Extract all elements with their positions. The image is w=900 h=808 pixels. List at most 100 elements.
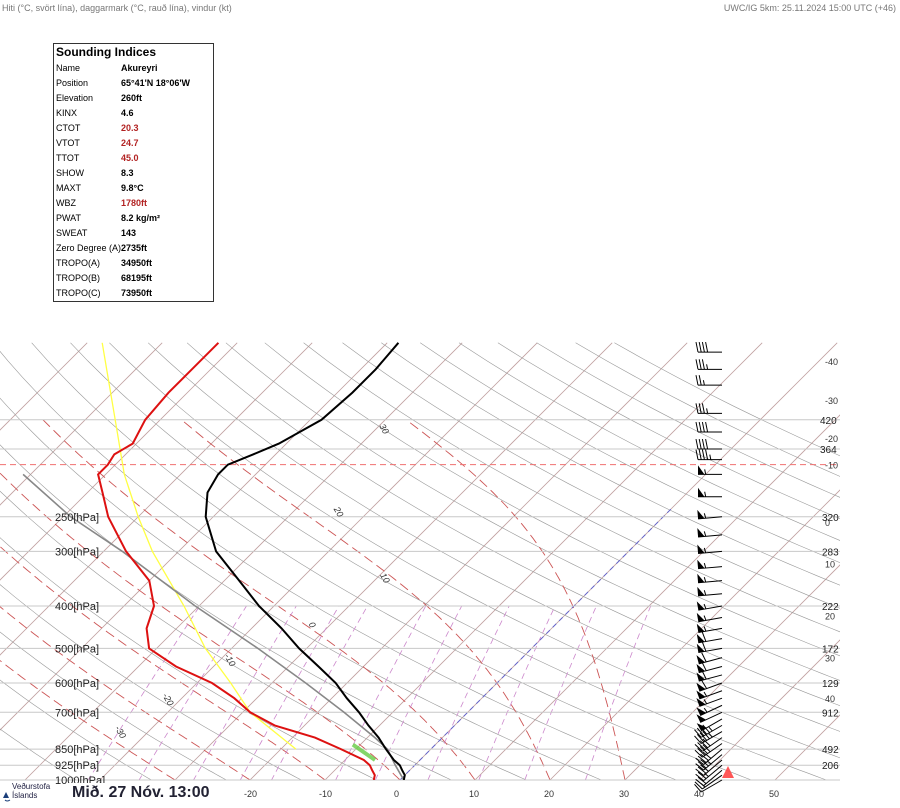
- indices-row: TROPO(C) 73950ft: [56, 286, 190, 301]
- wind-barb: [694, 779, 723, 793]
- indices-value: 24.7: [121, 138, 139, 148]
- logo-line-1: Veðurstofa: [12, 782, 51, 791]
- wind-barb-flag: [695, 768, 704, 776]
- adiabat-label: 30: [377, 422, 391, 436]
- isotherm-line: [249, 342, 688, 780]
- wind-barb: [695, 403, 722, 414]
- wind-barb-half-flag: [706, 408, 709, 414]
- dry-adiabat: [536, 342, 840, 498]
- wind-barb-flag: [698, 375, 702, 386]
- isotherm-line: [99, 342, 538, 780]
- wind-barb: [697, 559, 723, 570]
- isotherm-line: [0, 342, 238, 581]
- wind-barb-flag: [702, 751, 712, 759]
- moist-adiabat: [42, 419, 476, 780]
- indices-key: KINX: [56, 108, 78, 118]
- height-label: 206: [822, 761, 839, 772]
- isotherm-line: [624, 564, 840, 780]
- isotherm-label: 30: [619, 789, 629, 799]
- wind-barb-pennant: [696, 714, 707, 723]
- dry-adiabat: [303, 342, 840, 633]
- indices-value: 4.6: [121, 108, 134, 118]
- wind-barb-shaft: [702, 774, 723, 790]
- indices-key: TROPO(C): [56, 288, 101, 298]
- indices-key: TTOT: [56, 153, 80, 163]
- dry-adiabat: [575, 342, 840, 477]
- wind-barb-flag: [700, 759, 709, 767]
- wind-barb: [694, 730, 723, 745]
- wind-barb: [696, 612, 723, 623]
- wind-barb-flag: [695, 757, 704, 765]
- indices-title: Sounding Indices: [56, 45, 157, 59]
- wind-barb-pennant: [696, 655, 705, 664]
- freezing-isotherm: [399, 508, 672, 780]
- wind-barb-flag: [697, 747, 706, 756]
- wind-barb: [695, 449, 722, 461]
- wind-barb: [695, 341, 722, 353]
- wind-barb: [696, 601, 723, 611]
- surface-wind-marker: [722, 766, 734, 778]
- wind-barb-flag: [705, 449, 709, 460]
- dry-adiabat: [225, 342, 840, 681]
- pressure-label: 600[hPa]: [55, 678, 99, 690]
- height-label: 420: [820, 416, 837, 427]
- wind-barb-shaft: [703, 748, 723, 765]
- wind-barb-pennant: [697, 559, 705, 569]
- indices-row: WBZ 1780ft: [56, 196, 190, 211]
- wind-barb: [694, 743, 723, 758]
- wind-barb-flag: [699, 740, 708, 749]
- moist-adiabat: [0, 606, 251, 780]
- wind-barb: [695, 754, 723, 771]
- temperature-line: [204, 342, 406, 780]
- indices-value: 8.3: [121, 168, 134, 178]
- wind-barb-flag: [696, 734, 705, 743]
- isotherm-label: 10: [825, 560, 835, 570]
- indices-value: Akureyri: [121, 63, 158, 73]
- mixing-ratio-line: [138, 605, 247, 780]
- pressure-label: 500[hPa]: [55, 643, 99, 655]
- wind-barb-flag: [694, 749, 703, 758]
- wind-barb-pennant: [696, 723, 707, 731]
- wind-barb-half-flag: [704, 469, 707, 475]
- indices-row: Zero Degree (A) 2735ft: [56, 241, 190, 256]
- isotherm-label: 40: [825, 694, 835, 704]
- mixing-ratio-line: [584, 605, 652, 780]
- isotherm-label: 40: [694, 789, 704, 799]
- wind-barb: [697, 544, 723, 554]
- moist-adiabat: [405, 419, 626, 780]
- wind-barb-flag: [695, 375, 699, 386]
- wind-barb-half-flag: [708, 733, 713, 738]
- wind-barb: [696, 669, 723, 682]
- indices-key: VTOT: [56, 138, 80, 148]
- indices-value: 143: [121, 228, 137, 238]
- height-label: 222: [822, 602, 839, 613]
- indices-row: CTOT 20.3: [56, 121, 190, 136]
- indices-row: VTOT 24.7: [56, 136, 190, 151]
- indices-value: 260ft: [121, 93, 143, 103]
- pressure-label: 850[hPa]: [55, 744, 99, 756]
- wind-barb-half-flag: [706, 364, 709, 370]
- indices-value: 65°41'N 18°06'W: [121, 78, 191, 88]
- pressure-label: 700[hPa]: [55, 707, 99, 719]
- indices-row: KINX 4.6: [56, 106, 190, 121]
- wind-barb-shaft: [700, 731, 723, 745]
- indices-key: PWAT: [56, 213, 81, 223]
- indices-key: Elevation: [56, 93, 94, 103]
- wind-barb-pennant: [698, 465, 705, 475]
- isotherm-line: [474, 414, 840, 780]
- dry-adiabat: [420, 342, 840, 563]
- moist-adiabat: [0, 472, 401, 780]
- mixing-ratio-line: [271, 605, 368, 780]
- adiabat-label: 20: [331, 504, 345, 519]
- mixing-ratio-line: [427, 605, 510, 780]
- wind-barb-flag: [705, 438, 709, 450]
- wind-barb-flag: [700, 753, 709, 761]
- dry-adiabat: [109, 342, 840, 759]
- dry-adiabat: [0, 490, 453, 780]
- pressure-label: 250[hPa]: [55, 512, 99, 524]
- indices-row: SHOW 8.3: [56, 166, 190, 181]
- wind-barb-flag: [697, 742, 706, 750]
- wind-barb: [695, 764, 723, 782]
- wind-barb: [695, 769, 723, 787]
